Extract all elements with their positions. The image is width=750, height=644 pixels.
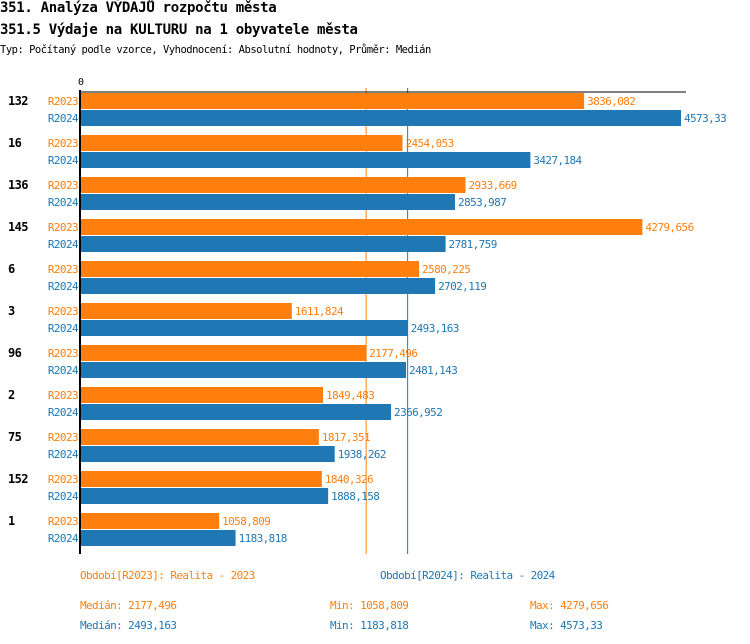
category-label: 136	[8, 178, 28, 192]
category-label: 16	[8, 136, 22, 150]
series-label: R2024	[48, 238, 79, 251]
bar-r2023	[80, 261, 420, 277]
value-label: 4573,33	[684, 112, 726, 125]
stat-max-r2023: Max: 4279,656	[530, 599, 609, 612]
chart-info: Typ: Počítaný podle vzorce, Vyhodnocení:…	[0, 44, 431, 56]
bar-r2024	[80, 530, 236, 546]
bar-r2023	[80, 219, 643, 235]
bar-r2024	[80, 152, 531, 168]
series-label: R2024	[48, 364, 79, 377]
chart-title: 351.5 Výdaje na KULTURU na 1 obyvatele m…	[0, 22, 358, 38]
category-label: 3	[8, 304, 15, 318]
value-label: 1840,326	[325, 473, 373, 486]
value-label: 2493,163	[411, 322, 459, 335]
value-label: 2366,952	[394, 406, 442, 419]
value-label: 1817,351	[322, 431, 370, 444]
stat-min-r2024: Min: 1183,818	[330, 619, 409, 632]
category-label: 75	[8, 430, 22, 444]
stat-median-r2024: Medián: 2493,163	[80, 619, 177, 632]
series-label: R2023	[48, 389, 78, 402]
legend-r2023: Období[R2023]: Realita - 2023	[80, 569, 255, 582]
series-label: R2024	[48, 112, 79, 125]
value-label: 3836,082	[587, 95, 635, 108]
series-label: R2024	[48, 280, 79, 293]
bar-r2023	[80, 513, 220, 529]
bar-r2023	[80, 93, 585, 109]
category-label: 132	[8, 94, 28, 108]
series-label: R2023	[48, 347, 78, 360]
value-label: 2454,053	[405, 137, 453, 150]
value-label: 2702,119	[438, 280, 486, 293]
value-label: 2177,496	[369, 347, 417, 360]
bar-r2023	[80, 471, 322, 487]
value-label: 2853,987	[458, 196, 506, 209]
series-label: R2023	[48, 431, 78, 444]
stat-median-r2023: Medián: 2177,496	[80, 599, 177, 612]
category-label: 6	[8, 262, 15, 276]
series-label: R2024	[48, 406, 79, 419]
bar-r2024	[80, 446, 335, 462]
bar-r2024	[80, 110, 681, 126]
value-label: 1938,262	[338, 448, 386, 461]
bar-r2023	[80, 303, 292, 319]
series-label: R2023	[48, 263, 78, 276]
bar-r2024	[80, 362, 407, 378]
bar-r2024	[80, 278, 436, 294]
value-label: 1183,818	[239, 532, 287, 545]
series-label: R2023	[48, 515, 78, 528]
bar-r2024	[80, 236, 446, 252]
series-label: R2023	[48, 473, 78, 486]
value-label: 1888,158	[331, 490, 379, 503]
series-label: R2023	[48, 137, 78, 150]
stat-min-r2023: Min: 1058,809	[330, 599, 409, 612]
value-label: 2580,225	[422, 263, 470, 276]
series-label: R2023	[48, 305, 78, 318]
bar-r2023	[80, 135, 403, 151]
bar-r2023	[80, 345, 367, 361]
bar-r2024	[80, 194, 456, 210]
bar-r2024	[80, 488, 329, 504]
series-label: R2024	[48, 532, 79, 545]
category-label: 96	[8, 346, 22, 360]
value-label: 2481,143	[409, 364, 457, 377]
value-label: 1611,824	[295, 305, 344, 318]
series-label: R2024	[48, 196, 79, 209]
bar-r2023	[80, 177, 466, 193]
series-label: R2024	[48, 154, 79, 167]
bar-r2023	[80, 429, 319, 445]
bar-r2023	[80, 387, 324, 403]
series-label: R2023	[48, 221, 78, 234]
stat-max-r2024: Max: 4573,33	[530, 619, 603, 632]
value-label: 4279,656	[645, 221, 693, 234]
category-label: 1	[8, 514, 15, 528]
axis-zero-label: 0	[78, 77, 84, 88]
bar-r2024	[80, 320, 408, 336]
series-label: R2023	[48, 95, 78, 108]
value-label: 2781,759	[449, 238, 497, 251]
series-label: R2024	[48, 322, 79, 335]
bar-r2024	[80, 404, 392, 420]
category-label: 152	[8, 472, 28, 486]
value-label: 1058,809	[222, 515, 270, 528]
value-label: 1849,483	[326, 389, 374, 402]
series-label: R2024	[48, 448, 79, 461]
legend-r2024: Období[R2024]: Realita - 2024	[380, 569, 555, 582]
series-label: R2023	[48, 179, 78, 192]
value-label: 2933,669	[469, 179, 517, 192]
category-label: 2	[8, 388, 15, 402]
value-label: 3427,184	[533, 154, 582, 167]
report-title: 351. Analýza VÝDAJŮ rozpočtu města	[0, 0, 277, 16]
series-label: R2024	[48, 490, 79, 503]
category-label: 145	[8, 220, 28, 234]
